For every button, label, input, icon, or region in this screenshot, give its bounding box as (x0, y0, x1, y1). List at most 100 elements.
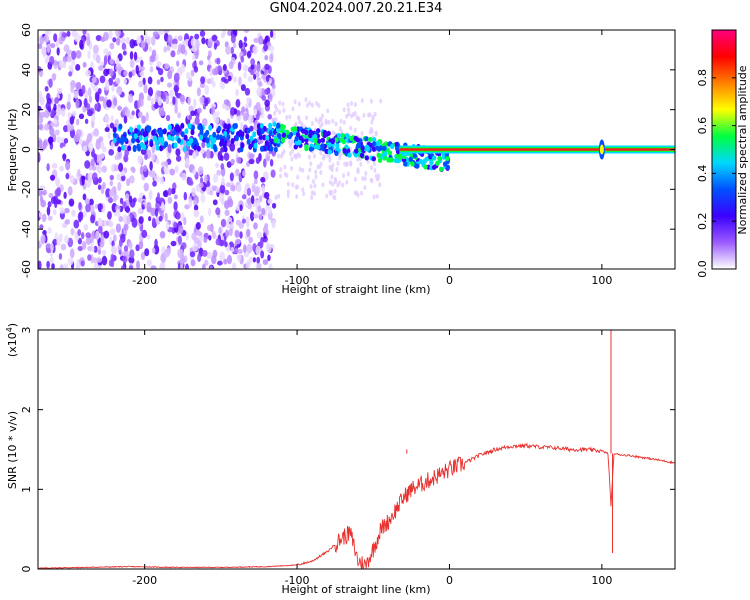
signal-blob (298, 135, 303, 141)
noise-blob (80, 260, 85, 267)
noise-blob (95, 139, 102, 150)
noise-blob (139, 165, 144, 176)
signal-blob (172, 129, 177, 136)
noise-blob (220, 197, 225, 206)
signal-blob (268, 122, 273, 129)
noise-blob (113, 164, 119, 172)
noise-blob (82, 61, 87, 68)
noise-blob (53, 33, 58, 43)
signal-blob (249, 135, 254, 142)
noise-blob (82, 210, 88, 218)
noise-blob (75, 50, 82, 59)
noise-blob (38, 105, 42, 112)
noise-blob (151, 49, 157, 57)
signal-blob (220, 137, 225, 144)
noise-blob (330, 167, 334, 173)
noise-blob (235, 98, 241, 108)
noise-blob (239, 121, 244, 131)
noise-blob (194, 116, 200, 125)
noise-blob (243, 64, 249, 72)
noise-blob (302, 191, 306, 197)
noise-blob (66, 101, 71, 111)
signal-blob (162, 128, 167, 135)
noise-blob (197, 166, 204, 176)
noise-blob (90, 246, 95, 252)
noise-blob (126, 178, 131, 187)
signal-blob (151, 129, 156, 136)
noise-blob (191, 54, 196, 61)
noise-blob (175, 155, 182, 162)
noise-blob (100, 234, 104, 244)
noise-blob (148, 46, 152, 53)
noise-blob (110, 115, 114, 122)
noise-blob (91, 76, 97, 84)
noise-blob (67, 237, 74, 248)
noise-blob (59, 264, 64, 269)
noise-blob (46, 43, 51, 54)
noise-blob (108, 188, 115, 198)
signal-blob (371, 136, 377, 143)
noise-blob (156, 79, 161, 85)
noise-blob (128, 265, 134, 269)
signal-blob (136, 124, 141, 131)
noise-blob (210, 76, 214, 85)
noise-blob (265, 203, 269, 211)
noise-blob (219, 251, 226, 262)
noise-blob (167, 34, 173, 45)
signal-blob (280, 137, 286, 144)
noise-blob (309, 184, 313, 190)
spike-blob-core (599, 144, 604, 155)
signal-blob (158, 136, 163, 143)
noise-blob (75, 98, 80, 109)
noise-blob (314, 169, 318, 175)
noise-blob (94, 103, 98, 112)
noise-blob (177, 248, 183, 259)
noise-blob (291, 148, 295, 154)
noise-blob (248, 158, 255, 165)
noise-blob (260, 176, 266, 183)
signal-blob (216, 134, 221, 141)
colorbar-bar (711, 29, 737, 270)
noise-blob (109, 68, 114, 77)
noise-blob (84, 198, 90, 205)
signal-blob (326, 130, 331, 136)
noise-blob (220, 163, 225, 170)
noise-blob (77, 211, 84, 221)
colorbar-tick-label: 0.6 (696, 117, 709, 135)
noise-blob (285, 172, 289, 178)
noise-blob (224, 241, 228, 248)
noise-blob (108, 197, 113, 204)
signal-blob (127, 145, 132, 152)
noise-blob (47, 215, 53, 221)
noise-blob (308, 100, 312, 106)
noise-blob (267, 205, 272, 215)
signal-blob (359, 152, 365, 158)
noise-blob (157, 68, 164, 76)
noise-blob (124, 149, 129, 157)
noise-blob (164, 212, 168, 222)
noise-blob (228, 228, 233, 237)
noise-blob (224, 209, 230, 217)
noise-blob (308, 167, 312, 173)
noise-blob (314, 174, 318, 180)
noise-blob (81, 240, 87, 250)
spectrogram-xtick-label: -100 (285, 274, 310, 287)
noise-blob (175, 148, 181, 157)
noise-blob (199, 215, 204, 224)
noise-blob (103, 230, 110, 239)
noise-blob (150, 152, 155, 162)
noise-blob (256, 231, 263, 239)
noise-blob (224, 189, 230, 196)
signal-blob (275, 127, 281, 133)
noise-blob (189, 251, 196, 258)
signal-blob (193, 144, 198, 151)
noise-blob (81, 84, 86, 94)
noise-blob (290, 139, 294, 145)
noise-blob (75, 262, 80, 269)
noise-blob (173, 72, 180, 83)
signal-blob (273, 137, 279, 143)
noise-blob (149, 161, 153, 171)
noise-blob (85, 203, 91, 213)
noise-blob (374, 173, 378, 179)
noise-blob (222, 30, 226, 37)
